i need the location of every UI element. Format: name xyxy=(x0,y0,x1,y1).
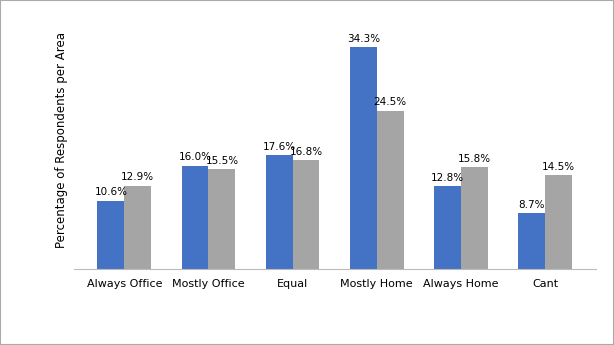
Bar xyxy=(350,47,377,269)
Text: 34.3%: 34.3% xyxy=(347,34,380,44)
Bar xyxy=(434,186,461,269)
Bar xyxy=(208,169,235,269)
Text: 14.5%: 14.5% xyxy=(542,162,575,172)
Legend: GDA, Non-GDA: GDA, Non-GDA xyxy=(264,339,405,345)
Bar xyxy=(124,186,151,269)
Bar xyxy=(518,213,545,269)
Y-axis label: Percentage of Respondents per Area: Percentage of Respondents per Area xyxy=(55,32,68,248)
Bar xyxy=(292,160,319,269)
Text: 12.9%: 12.9% xyxy=(121,172,154,183)
Text: 17.6%: 17.6% xyxy=(263,142,296,152)
Text: 15.8%: 15.8% xyxy=(457,154,491,164)
Bar xyxy=(182,166,208,269)
Text: 8.7%: 8.7% xyxy=(518,200,545,209)
Text: 24.5%: 24.5% xyxy=(373,97,406,107)
Bar xyxy=(461,167,488,269)
Text: 16.8%: 16.8% xyxy=(289,147,322,157)
Text: 16.0%: 16.0% xyxy=(179,152,211,162)
Bar xyxy=(266,155,292,269)
Text: 10.6%: 10.6% xyxy=(95,187,127,197)
Bar xyxy=(545,175,572,269)
Text: 15.5%: 15.5% xyxy=(205,156,238,166)
Bar xyxy=(98,200,124,269)
Bar xyxy=(377,111,403,269)
Text: 12.8%: 12.8% xyxy=(431,173,464,183)
